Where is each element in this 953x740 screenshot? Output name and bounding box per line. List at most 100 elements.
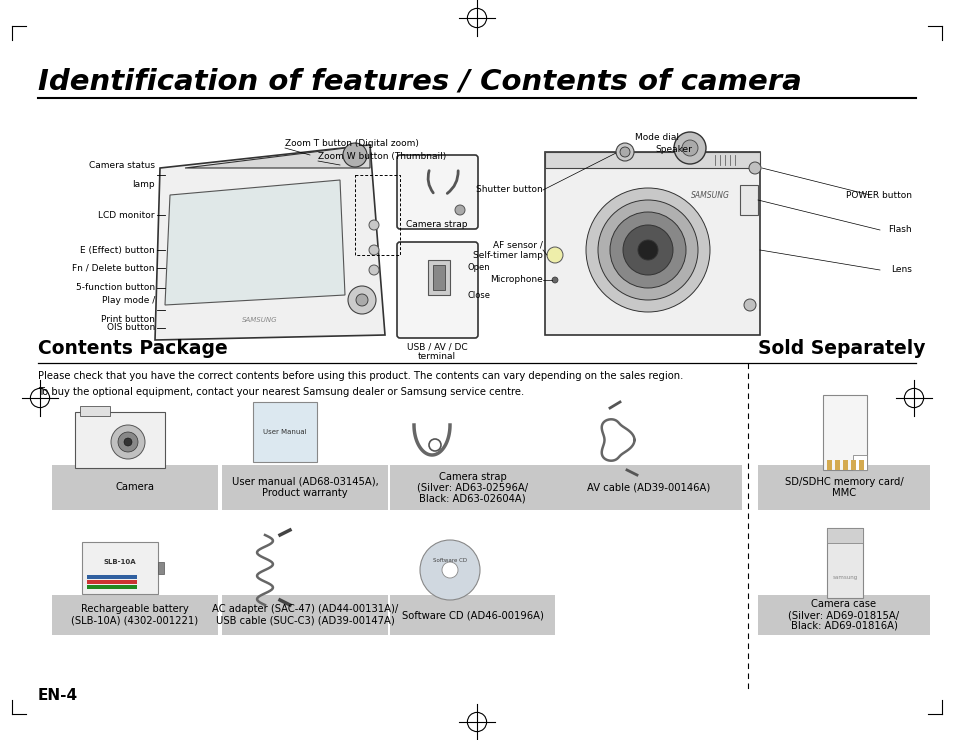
Bar — [852, 455, 866, 470]
Circle shape — [622, 225, 672, 275]
Bar — [75, 412, 165, 468]
Circle shape — [743, 299, 755, 311]
Text: Microphone: Microphone — [490, 275, 542, 284]
Text: SLB-10A: SLB-10A — [104, 559, 136, 565]
Circle shape — [552, 277, 558, 283]
Bar — [822, 395, 866, 470]
Text: EN-4: EN-4 — [38, 687, 78, 702]
Polygon shape — [185, 145, 370, 168]
Bar — [390, 465, 555, 510]
Bar — [87, 585, 137, 589]
Text: AV cable (AD39-00146A): AV cable (AD39-00146A) — [586, 482, 709, 493]
Text: Camera: Camera — [115, 482, 154, 493]
Text: Contents Package: Contents Package — [38, 339, 228, 358]
Text: AC adapter (SAC-47) (AD44-00131A)/: AC adapter (SAC-47) (AD44-00131A)/ — [212, 605, 397, 614]
Text: (SLB-10A) (4302-001221): (SLB-10A) (4302-001221) — [71, 616, 198, 625]
Circle shape — [355, 294, 368, 306]
Text: Shutter button: Shutter button — [476, 186, 542, 195]
Text: Camera status: Camera status — [89, 161, 154, 170]
Circle shape — [111, 425, 145, 459]
Text: Speaker: Speaker — [655, 146, 691, 155]
Text: Camera case: Camera case — [811, 599, 876, 609]
Bar — [222, 595, 388, 635]
Bar — [758, 465, 929, 510]
Bar — [253, 402, 316, 462]
Circle shape — [748, 162, 760, 174]
Bar — [80, 406, 110, 416]
Text: Product warranty: Product warranty — [262, 488, 348, 498]
Polygon shape — [154, 145, 385, 340]
Text: Fn / Delete button: Fn / Delete button — [72, 263, 154, 272]
Circle shape — [616, 143, 634, 161]
Text: Lens: Lens — [890, 266, 911, 275]
Bar — [758, 595, 929, 635]
Text: Software CD (AD46-00196A): Software CD (AD46-00196A) — [401, 610, 543, 620]
Text: To buy the optional equipment, contact your nearest Samsung dealer or Samsung se: To buy the optional equipment, contact y… — [38, 387, 524, 397]
Circle shape — [673, 132, 705, 164]
Bar — [826, 528, 862, 543]
Bar — [433, 265, 444, 290]
Circle shape — [609, 212, 685, 288]
Text: Open: Open — [468, 263, 490, 272]
Text: Black: AD63-02604A): Black: AD63-02604A) — [418, 494, 525, 503]
Text: Software CD: Software CD — [433, 557, 467, 562]
Text: USB / AV / DC
terminal: USB / AV / DC terminal — [406, 342, 467, 361]
Circle shape — [455, 205, 464, 215]
Bar — [390, 595, 555, 635]
Text: E (Effect) button: E (Effect) button — [80, 246, 154, 255]
Bar — [842, 460, 847, 470]
Circle shape — [681, 140, 698, 156]
Bar — [52, 595, 218, 635]
Bar — [858, 460, 863, 470]
Text: Zoom W button (Thumbnail): Zoom W button (Thumbnail) — [317, 152, 446, 161]
Bar — [222, 465, 388, 510]
Text: Close: Close — [468, 292, 491, 300]
Bar — [428, 260, 450, 295]
Circle shape — [348, 286, 375, 314]
Circle shape — [369, 245, 378, 255]
Circle shape — [369, 220, 378, 230]
Text: SAMSUNG: SAMSUNG — [690, 190, 729, 200]
Text: 5-function button: 5-function button — [76, 283, 154, 292]
FancyBboxPatch shape — [396, 242, 477, 338]
Text: Please check that you have the correct contents before using this product. The c: Please check that you have the correct c… — [38, 371, 682, 381]
Text: Sold Separately: Sold Separately — [758, 339, 924, 358]
Circle shape — [598, 200, 698, 300]
Circle shape — [441, 562, 457, 578]
Bar — [826, 460, 831, 470]
Text: Camera strap: Camera strap — [438, 471, 506, 482]
Circle shape — [419, 540, 479, 600]
Text: SAMSUNG: SAMSUNG — [242, 317, 277, 323]
Circle shape — [619, 147, 629, 157]
Polygon shape — [165, 180, 345, 305]
Bar — [740, 185, 758, 215]
Bar — [52, 465, 218, 510]
Text: OIS button: OIS button — [107, 323, 154, 332]
Text: User manual (AD68-03145A),: User manual (AD68-03145A), — [232, 477, 378, 487]
Text: User Manual: User Manual — [263, 429, 307, 435]
Text: Camera strap: Camera strap — [406, 220, 467, 229]
Text: MMC: MMC — [831, 488, 855, 498]
FancyBboxPatch shape — [396, 155, 477, 229]
Polygon shape — [544, 152, 760, 168]
Bar — [834, 460, 840, 470]
Bar — [826, 528, 862, 598]
Bar — [555, 465, 741, 510]
Text: LCD monitor: LCD monitor — [98, 210, 154, 220]
Text: samsung: samsung — [832, 576, 857, 580]
Text: Zoom T button (Digital zoom): Zoom T button (Digital zoom) — [285, 139, 418, 148]
Text: Mode dial: Mode dial — [635, 133, 679, 143]
Circle shape — [118, 432, 138, 452]
Text: Rechargeable battery: Rechargeable battery — [81, 605, 189, 614]
Polygon shape — [544, 152, 760, 335]
Text: POWER button: POWER button — [845, 190, 911, 200]
Bar — [87, 580, 137, 584]
Circle shape — [124, 438, 132, 446]
Text: Black: AD69-01816A): Black: AD69-01816A) — [790, 621, 897, 631]
Bar — [82, 542, 158, 594]
Text: AF sensor /
Self-timer lamp: AF sensor / Self-timer lamp — [473, 240, 542, 260]
Circle shape — [585, 188, 709, 312]
Circle shape — [638, 240, 658, 260]
Bar — [87, 575, 137, 579]
Text: Play mode /: Play mode / — [102, 296, 154, 305]
